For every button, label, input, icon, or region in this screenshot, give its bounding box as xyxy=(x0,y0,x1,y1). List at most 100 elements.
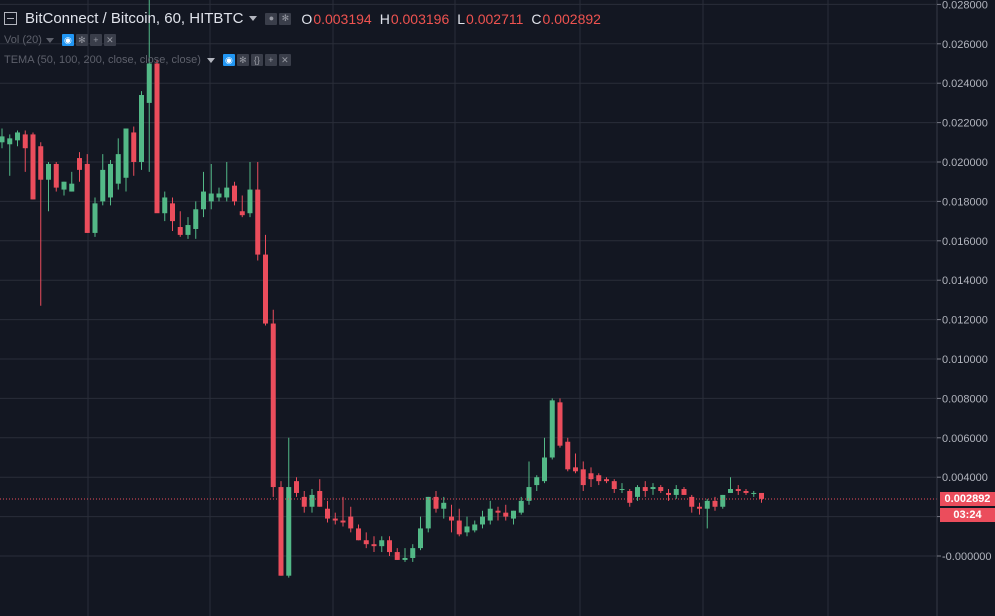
candle-body xyxy=(495,510,501,513)
price-axis-tick-label: 0.024000 xyxy=(942,78,988,90)
candle-body xyxy=(743,490,749,493)
candle-body xyxy=(751,492,757,494)
chart-grid xyxy=(0,0,937,616)
symbol-legend: BitConnect / Bitcoin, 60, HITBTC ● ✻ O 0.… xyxy=(0,10,601,27)
candle-body xyxy=(441,502,447,509)
candle-body xyxy=(487,508,493,521)
candle-body xyxy=(472,524,478,531)
candle-body xyxy=(247,189,253,214)
candle-body xyxy=(580,469,586,486)
candle-body xyxy=(177,227,183,235)
price-axis-tick-label: 0.028000 xyxy=(942,0,988,11)
candle-body xyxy=(46,163,51,180)
gear-icon[interactable]: ✻ xyxy=(236,54,249,66)
low-value: 0.002711 xyxy=(466,10,524,27)
candle-body xyxy=(464,526,470,533)
candle-body xyxy=(325,508,330,519)
high-label: H xyxy=(379,10,390,27)
close-icon[interactable]: ✕ xyxy=(103,34,116,46)
volume-indicator-label[interactable]: Vol (20) xyxy=(4,34,42,46)
candle-body xyxy=(38,146,44,180)
candle-body xyxy=(642,487,648,491)
candle-body xyxy=(356,528,361,541)
candle-body xyxy=(309,494,315,507)
candle-body xyxy=(61,181,67,190)
candle-body xyxy=(22,134,28,149)
candle-body xyxy=(402,557,408,560)
candle-body xyxy=(689,496,695,507)
gear-icon[interactable]: ✻ xyxy=(279,12,292,25)
candle-body xyxy=(92,203,98,233)
candle-body xyxy=(728,489,733,493)
candle-body xyxy=(456,520,462,535)
eye-icon[interactable]: ◉ xyxy=(61,34,74,46)
candle-body xyxy=(720,494,726,507)
price-axis-tick-label: 0.006000 xyxy=(942,433,988,445)
candle-body xyxy=(146,63,152,103)
candle-body xyxy=(518,500,524,513)
price-axis-tick-label: 0.014000 xyxy=(942,275,988,287)
candle-body xyxy=(557,402,563,446)
candle-body xyxy=(115,154,121,184)
candle-body xyxy=(363,540,369,545)
candle-body xyxy=(371,544,377,547)
candle-body xyxy=(131,132,137,162)
plus-icon[interactable]: + xyxy=(89,34,102,46)
candle-body xyxy=(627,490,633,503)
price-axis[interactable]: 0.0300000.0280000.0260000.0240000.022000… xyxy=(936,0,995,616)
collapse-legend-button[interactable] xyxy=(4,12,17,25)
candle-body xyxy=(185,225,191,235)
candle-body xyxy=(263,254,268,324)
candle-body xyxy=(673,489,679,495)
candle-body xyxy=(332,518,338,521)
close-value: 0.002892 xyxy=(542,10,601,27)
price-axis-tick-label: -0.000000 xyxy=(942,551,992,563)
source-icon[interactable]: {} xyxy=(250,54,263,66)
chevron-down-icon[interactable] xyxy=(249,16,258,21)
candle-body xyxy=(224,187,230,198)
plus-icon[interactable]: + xyxy=(264,54,277,66)
symbol-title[interactable]: BitConnect / Bitcoin, 60, HITBTC xyxy=(25,10,244,27)
price-axis-tick-label: 0.022000 xyxy=(942,118,988,130)
candle-body xyxy=(15,132,20,141)
candle-body xyxy=(154,63,160,214)
eye-icon[interactable]: ◉ xyxy=(222,54,235,66)
candle-body xyxy=(7,138,13,145)
candle-body xyxy=(394,552,400,560)
candle-body xyxy=(387,540,392,553)
eye-icon[interactable]: ● xyxy=(265,12,278,25)
candle-body xyxy=(759,492,764,499)
chevron-down-icon[interactable] xyxy=(45,37,54,43)
candle-body xyxy=(379,540,385,547)
candle-body xyxy=(294,481,299,493)
candle-body xyxy=(108,163,113,198)
chevron-down-icon[interactable] xyxy=(206,57,215,63)
tema-indicator-label[interactable]: TEMA (50, 100, 200, close, close, close) xyxy=(4,54,201,66)
candle-body xyxy=(170,203,175,222)
candle-body xyxy=(704,500,710,509)
candle-body xyxy=(84,163,90,233)
candle-body xyxy=(588,473,594,480)
candle-body xyxy=(425,496,431,529)
price-axis-tick-label: 0.010000 xyxy=(942,354,988,366)
candle-body xyxy=(193,209,199,229)
candle-body xyxy=(526,487,532,501)
candle-body xyxy=(0,136,5,143)
candle-body xyxy=(139,95,144,162)
candle-body xyxy=(410,548,416,558)
high-value: 0.003196 xyxy=(390,10,450,27)
volume-indicator-legend: Vol (20) ◉ ✻ + ✕ xyxy=(4,34,118,46)
gear-icon[interactable]: ✻ xyxy=(75,34,88,46)
candle-body xyxy=(418,528,423,549)
price-axis-tick-label: 0.012000 xyxy=(942,315,988,327)
candle-body xyxy=(162,197,168,214)
candle-body xyxy=(480,516,485,525)
candle-body xyxy=(619,489,625,491)
candle-body xyxy=(735,489,741,491)
candle-body xyxy=(681,489,687,495)
close-label: C xyxy=(531,10,542,27)
candle-body xyxy=(123,128,129,178)
close-icon[interactable]: ✕ xyxy=(278,54,291,66)
price-axis-tick-label: 0.008000 xyxy=(942,393,988,405)
